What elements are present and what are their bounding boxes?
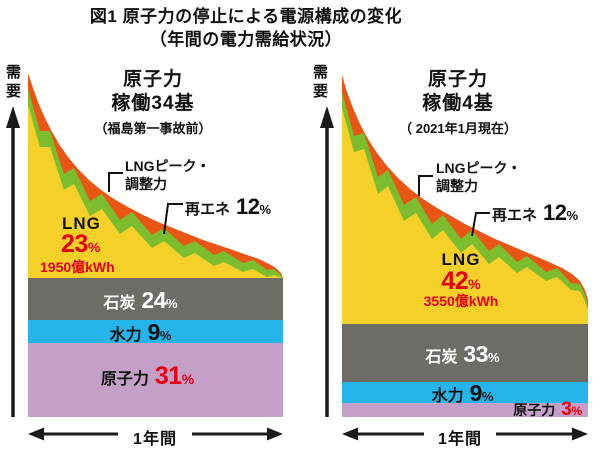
right-lng-energy: 3550億kWh <box>423 293 499 309</box>
left-callout-connectors <box>108 172 183 235</box>
right-lng-peak-callout: LNGピーク・ 調整力 <box>436 159 521 195</box>
right-renewables-callout: 再エネ 12% <box>492 200 578 226</box>
right-renewables-unit: % <box>566 208 579 223</box>
figure-title-line2: （年間の電力需給状況） <box>149 30 343 49</box>
right-lng-unit: % <box>468 276 481 292</box>
left-coal-label: 石炭 <box>103 295 136 312</box>
left-lng-unit: % <box>87 239 101 255</box>
left-hydro-band <box>28 320 283 343</box>
left-panel-heading: 原子力 稼働34基 （福島第一事故前） <box>88 68 218 137</box>
left-lng-peak-line2: 調整力 <box>125 176 167 192</box>
left-duration-label: 1年間 <box>133 431 177 448</box>
left-hydro-label-group: 水力 9% <box>88 319 193 346</box>
right-lng-label: LNG <box>441 250 481 269</box>
left-coal-band <box>28 278 283 320</box>
left-hydro-value: 9 <box>147 319 161 345</box>
right-heading-line1: 原子力 <box>427 69 488 90</box>
right-coal-label: 石炭 <box>425 349 458 366</box>
right-nuclear-label-group: 原子力 3% <box>498 399 582 421</box>
left-lng-energy: 1950億kWh <box>40 259 115 275</box>
right-callout-connectors <box>418 175 490 237</box>
left-lng-label: LNG <box>62 214 101 233</box>
left-lng-value: 23 <box>61 230 88 258</box>
right-duration-arrow <box>342 427 588 441</box>
left-renewables-value: 12 <box>236 194 260 219</box>
left-nuclear-unit: % <box>181 371 195 387</box>
left-renewables-callout: 再エネ 12% <box>185 194 271 220</box>
left-hydro-unit: % <box>159 328 172 343</box>
right-hydro-label-group: 水力 9% <box>410 380 515 407</box>
right-demand-axis-label: 需要 <box>311 64 328 102</box>
right-nuclear-unit: % <box>571 404 582 418</box>
left-lng-area <box>28 105 283 278</box>
right-lng-peak-connector <box>418 175 433 196</box>
right-lng-area <box>342 108 588 324</box>
figure-title: 図1 原子力の停止による電源構成の変化 （年間の電力需給状況） <box>0 5 492 51</box>
left-hydro-label: 水力 <box>109 327 142 344</box>
right-nuclear-label: 原子力 <box>513 402 556 418</box>
left-renewables-connector <box>163 203 183 235</box>
right-heading-line3: （ 2021年1月現在） <box>399 121 517 136</box>
right-renewables-value: 12 <box>543 200 567 225</box>
right-nuclear-value: 3 <box>561 399 572 420</box>
left-lng-peak-callout: LNGピーク・ 調整力 <box>125 157 210 193</box>
right-coal-label-group: 石炭 33% <box>400 341 525 368</box>
right-coal-band <box>342 324 588 382</box>
right-renewables-connector <box>471 212 490 237</box>
left-nuclear-label-group: 原子力 31% <box>80 362 215 391</box>
left-demand-axis-arrow <box>6 106 20 417</box>
left-chart-areas <box>28 73 283 417</box>
right-heading-line2: 稼働4基 <box>422 93 494 114</box>
left-demand-axis-label: 需要 <box>4 64 21 102</box>
right-demand-axis-arrow <box>320 106 334 417</box>
right-lng-share: 42% <box>413 267 509 296</box>
right-hydro-unit: % <box>481 389 494 404</box>
right-coal-unit: % <box>488 350 500 365</box>
right-chart-areas <box>342 75 588 417</box>
right-coal-value: 33 <box>463 341 489 367</box>
left-coal-unit: % <box>166 296 178 311</box>
left-duration-arrow <box>28 427 283 441</box>
right-renewables-label: 再エネ <box>492 207 538 224</box>
right-lng-peak-line2: 調整力 <box>436 178 478 194</box>
left-nuclear-label: 原子力 <box>100 371 149 388</box>
left-renewables-unit: % <box>259 202 272 217</box>
left-lng-share: 23% <box>61 230 100 259</box>
right-hydro-value: 9 <box>469 380 483 406</box>
left-renewables-label: 再エネ <box>185 201 231 218</box>
left-coal-value: 24 <box>141 287 167 313</box>
right-lng-value: 42 <box>441 267 469 295</box>
left-lng-peak-connector <box>108 172 123 192</box>
left-lng-peak-line1: LNGピーク・ <box>125 158 211 174</box>
figure-title-line1: 図1 原子力の停止による電源構成の変化 <box>89 7 403 26</box>
right-panel-heading: 原子力 稼働4基 （ 2021年1月現在） <box>393 68 523 137</box>
right-duration-label: 1年間 <box>438 431 482 448</box>
left-nuclear-band <box>28 343 283 417</box>
right-hydro-band <box>342 382 588 403</box>
left-heading-line1: 原子力 <box>122 69 183 90</box>
left-coal-label-group: 石炭 24% <box>78 287 203 314</box>
left-nuclear-value: 31 <box>154 362 182 390</box>
right-hydro-label: 水力 <box>431 388 464 405</box>
right-nuclear-band <box>342 403 588 417</box>
left-heading-line2: 稼働34基 <box>111 93 195 114</box>
left-heading-line3: （福島第一事故前） <box>94 121 212 136</box>
right-lng-peak-line1: LNGピーク・ <box>436 160 522 176</box>
